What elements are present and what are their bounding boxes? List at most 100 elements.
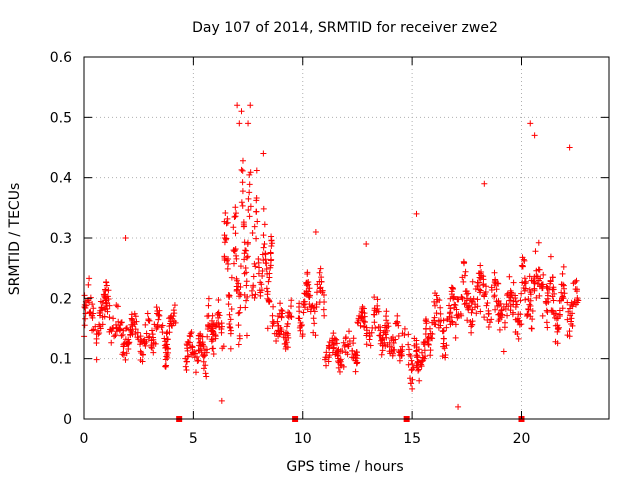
data-point bbox=[408, 357, 415, 364]
data-point bbox=[296, 315, 303, 322]
data-point bbox=[527, 302, 534, 309]
data-point bbox=[559, 270, 566, 277]
data-point bbox=[372, 324, 379, 331]
data-point bbox=[182, 363, 189, 370]
data-point bbox=[300, 309, 307, 316]
data-point bbox=[316, 269, 323, 276]
data-point bbox=[205, 323, 212, 330]
data-point bbox=[448, 291, 455, 298]
data-point bbox=[111, 333, 118, 340]
data-point bbox=[550, 297, 557, 304]
data-point bbox=[384, 341, 391, 348]
data-point bbox=[498, 307, 505, 314]
data-point bbox=[568, 301, 575, 308]
data-point bbox=[462, 288, 469, 295]
data-point bbox=[335, 355, 342, 362]
data-point bbox=[461, 259, 468, 266]
data-point bbox=[321, 312, 328, 319]
data-point bbox=[304, 279, 311, 286]
data-point bbox=[97, 298, 104, 305]
data-point bbox=[184, 347, 191, 354]
data-point bbox=[556, 297, 563, 304]
data-point bbox=[308, 304, 315, 311]
data-point bbox=[90, 326, 97, 333]
data-point bbox=[491, 292, 498, 299]
data-point bbox=[452, 321, 459, 328]
data-point bbox=[164, 336, 171, 343]
data-point bbox=[225, 301, 232, 308]
y-tick-label: 0.1 bbox=[50, 352, 72, 368]
data-point bbox=[363, 241, 370, 248]
data-point bbox=[473, 310, 480, 317]
data-point bbox=[572, 279, 579, 286]
data-point bbox=[278, 307, 285, 314]
data-point bbox=[98, 304, 105, 311]
data-point bbox=[233, 252, 240, 259]
data-point bbox=[469, 278, 476, 285]
y-tick-label: 0.4 bbox=[50, 171, 72, 187]
data-point bbox=[429, 331, 436, 338]
data-point bbox=[200, 358, 207, 365]
data-point bbox=[248, 287, 255, 294]
data-point bbox=[493, 286, 500, 293]
data-point bbox=[453, 306, 460, 313]
data-point bbox=[252, 263, 259, 270]
data-point bbox=[391, 346, 398, 353]
data-point bbox=[510, 298, 517, 305]
data-point bbox=[260, 232, 267, 239]
data-point bbox=[468, 299, 475, 306]
data-point bbox=[148, 327, 155, 334]
data-point bbox=[545, 298, 552, 305]
data-point bbox=[455, 403, 462, 410]
x-tick-label: 10 bbox=[294, 431, 312, 447]
data-point bbox=[336, 368, 343, 375]
data-point bbox=[346, 338, 353, 345]
data-point bbox=[107, 326, 114, 333]
data-point bbox=[163, 330, 170, 337]
data-point bbox=[282, 334, 289, 341]
data-point bbox=[244, 253, 251, 260]
data-point bbox=[253, 195, 260, 202]
data-point bbox=[224, 219, 231, 226]
x-tick-label: 0 bbox=[80, 431, 89, 447]
data-point bbox=[306, 285, 313, 292]
data-point bbox=[341, 342, 348, 349]
data-point bbox=[246, 181, 253, 188]
data-point bbox=[236, 309, 243, 316]
data-point bbox=[426, 325, 433, 332]
data-point bbox=[172, 319, 179, 326]
data-point bbox=[137, 357, 144, 364]
data-point bbox=[505, 303, 512, 310]
data-point bbox=[216, 324, 223, 331]
data-point bbox=[221, 218, 228, 225]
data-point bbox=[461, 301, 468, 308]
data-point bbox=[409, 376, 416, 383]
data-point bbox=[133, 318, 140, 325]
data-point bbox=[374, 296, 381, 303]
data-point bbox=[123, 350, 130, 357]
data-point bbox=[481, 314, 488, 321]
data-point bbox=[255, 270, 262, 277]
data-point bbox=[132, 326, 139, 333]
data-point bbox=[163, 341, 170, 348]
data-point bbox=[283, 343, 290, 350]
data-point bbox=[446, 302, 453, 309]
data-point bbox=[549, 293, 556, 300]
data-point bbox=[258, 287, 265, 294]
data-point bbox=[566, 333, 573, 340]
data-point bbox=[536, 292, 543, 299]
data-point bbox=[259, 268, 266, 275]
data-point bbox=[427, 352, 434, 359]
data-point bbox=[239, 157, 246, 164]
data-point bbox=[418, 363, 425, 370]
data-point bbox=[395, 332, 402, 339]
data-point bbox=[142, 321, 149, 328]
data-point bbox=[301, 301, 308, 308]
data-point bbox=[252, 291, 259, 298]
data-point bbox=[556, 324, 563, 331]
data-point bbox=[323, 349, 330, 356]
data-point bbox=[395, 322, 402, 329]
grid bbox=[84, 57, 609, 419]
data-point bbox=[202, 370, 209, 377]
data-point bbox=[208, 328, 215, 335]
